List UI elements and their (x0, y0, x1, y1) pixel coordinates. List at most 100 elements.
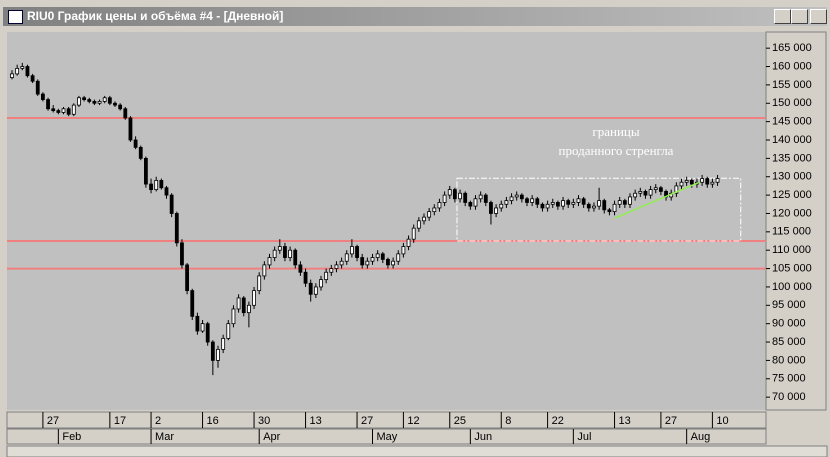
candle-body (149, 183, 153, 190)
restore-button[interactable] (791, 9, 808, 24)
candle-body (262, 264, 267, 277)
x-tick-label: 25 (454, 415, 466, 427)
candle-body (463, 192, 468, 203)
x-tick-label: 27 (665, 415, 677, 427)
month-axis-row (6, 428, 767, 445)
candle-body (344, 253, 349, 262)
y-tick-label: 140 000 (772, 134, 812, 146)
candle-body (30, 75, 35, 82)
candle-body (478, 194, 483, 200)
candle-body (370, 257, 375, 262)
y-tick-label: 150 000 (772, 97, 812, 109)
candle-body (380, 253, 385, 260)
candle-body (154, 180, 159, 190)
candle-body (226, 323, 231, 339)
candle-body (432, 207, 437, 213)
day-axis-row (6, 411, 767, 429)
candle-body (386, 258, 390, 266)
annotation: границы (592, 124, 639, 139)
candle-body (143, 157, 148, 185)
month-label: Apr (263, 431, 280, 443)
candle-body (396, 253, 401, 262)
candle-body (102, 97, 107, 102)
candle-body (576, 198, 581, 203)
candle-body (66, 108, 71, 115)
candle-body (592, 205, 596, 209)
candle-body (267, 257, 272, 266)
candle-body (82, 97, 86, 100)
candle-body (473, 198, 478, 207)
candle-body (597, 200, 601, 207)
candle-body (118, 104, 123, 110)
candle-body (185, 264, 190, 292)
candle-body (298, 264, 303, 273)
candle-body (71, 104, 76, 115)
candle-body (581, 198, 586, 205)
x-tick-label: 12 (407, 415, 419, 427)
candle-body (35, 80, 40, 95)
x-tick-label: 13 (619, 415, 631, 427)
candle-body (46, 99, 50, 110)
x-tick-label: 13 (310, 415, 322, 427)
candle-body (174, 213, 179, 244)
candle-body (51, 108, 56, 112)
scrollbar[interactable] (6, 445, 828, 457)
candle-body (628, 196, 632, 205)
y-tick-label: 165 000 (772, 42, 812, 54)
candle-body (308, 282, 313, 295)
candle-body (561, 200, 565, 207)
y-tick-label: 75 000 (772, 373, 806, 385)
candle-body (458, 192, 462, 200)
candle-body (689, 180, 694, 185)
y-tick-label: 95 000 (772, 299, 806, 311)
y-tick-label: 160 000 (772, 60, 812, 72)
close-button[interactable] (810, 9, 827, 24)
candle-body (329, 268, 334, 273)
y-tick-label: 105 000 (772, 262, 812, 274)
candle-body (525, 198, 529, 203)
candle-body (231, 308, 236, 325)
candle-body (15, 67, 20, 75)
candle-body (530, 198, 535, 203)
candle-body (452, 189, 457, 200)
x-tick-label: 16 (207, 415, 219, 427)
candle-body (97, 101, 102, 104)
candle-body (519, 194, 524, 200)
window-title: RIU0 График цены и объёма #4 - [Дневной] (27, 9, 284, 23)
window-icon (8, 10, 23, 24)
candle-body (586, 203, 591, 209)
candle-body (169, 194, 174, 214)
candle-body (25, 66, 30, 77)
candle-body (159, 180, 164, 189)
candle-body (442, 194, 447, 203)
candle-body (710, 181, 715, 185)
y-tick-label: 70 000 (772, 391, 806, 403)
candle-body (190, 290, 195, 317)
x-tick-label: 30 (258, 415, 270, 427)
candle-body (612, 203, 617, 213)
candle-body (499, 203, 504, 209)
candle-body (427, 211, 432, 218)
candle-body (113, 102, 117, 106)
candle-body (41, 93, 45, 100)
candle-body (10, 73, 14, 78)
candle-body (447, 189, 452, 196)
candle-body (205, 323, 210, 343)
candle-body (633, 192, 638, 198)
candle-body (216, 348, 220, 361)
minimize-button[interactable] (774, 9, 791, 24)
plot-area (7, 32, 766, 410)
candle-body (92, 101, 97, 104)
candle-body (571, 202, 576, 205)
candle-body (241, 297, 246, 314)
candle-body (416, 220, 421, 229)
candle-body (360, 257, 365, 266)
candle-body (715, 178, 720, 183)
candle-body (221, 337, 226, 350)
title-bar: RIU0 График цены и объёма #4 - [Дневной] (3, 7, 827, 26)
candle-body (468, 202, 473, 207)
x-tick-label: 22 (552, 415, 564, 427)
candle-body (550, 202, 555, 205)
candle-body (659, 187, 663, 192)
